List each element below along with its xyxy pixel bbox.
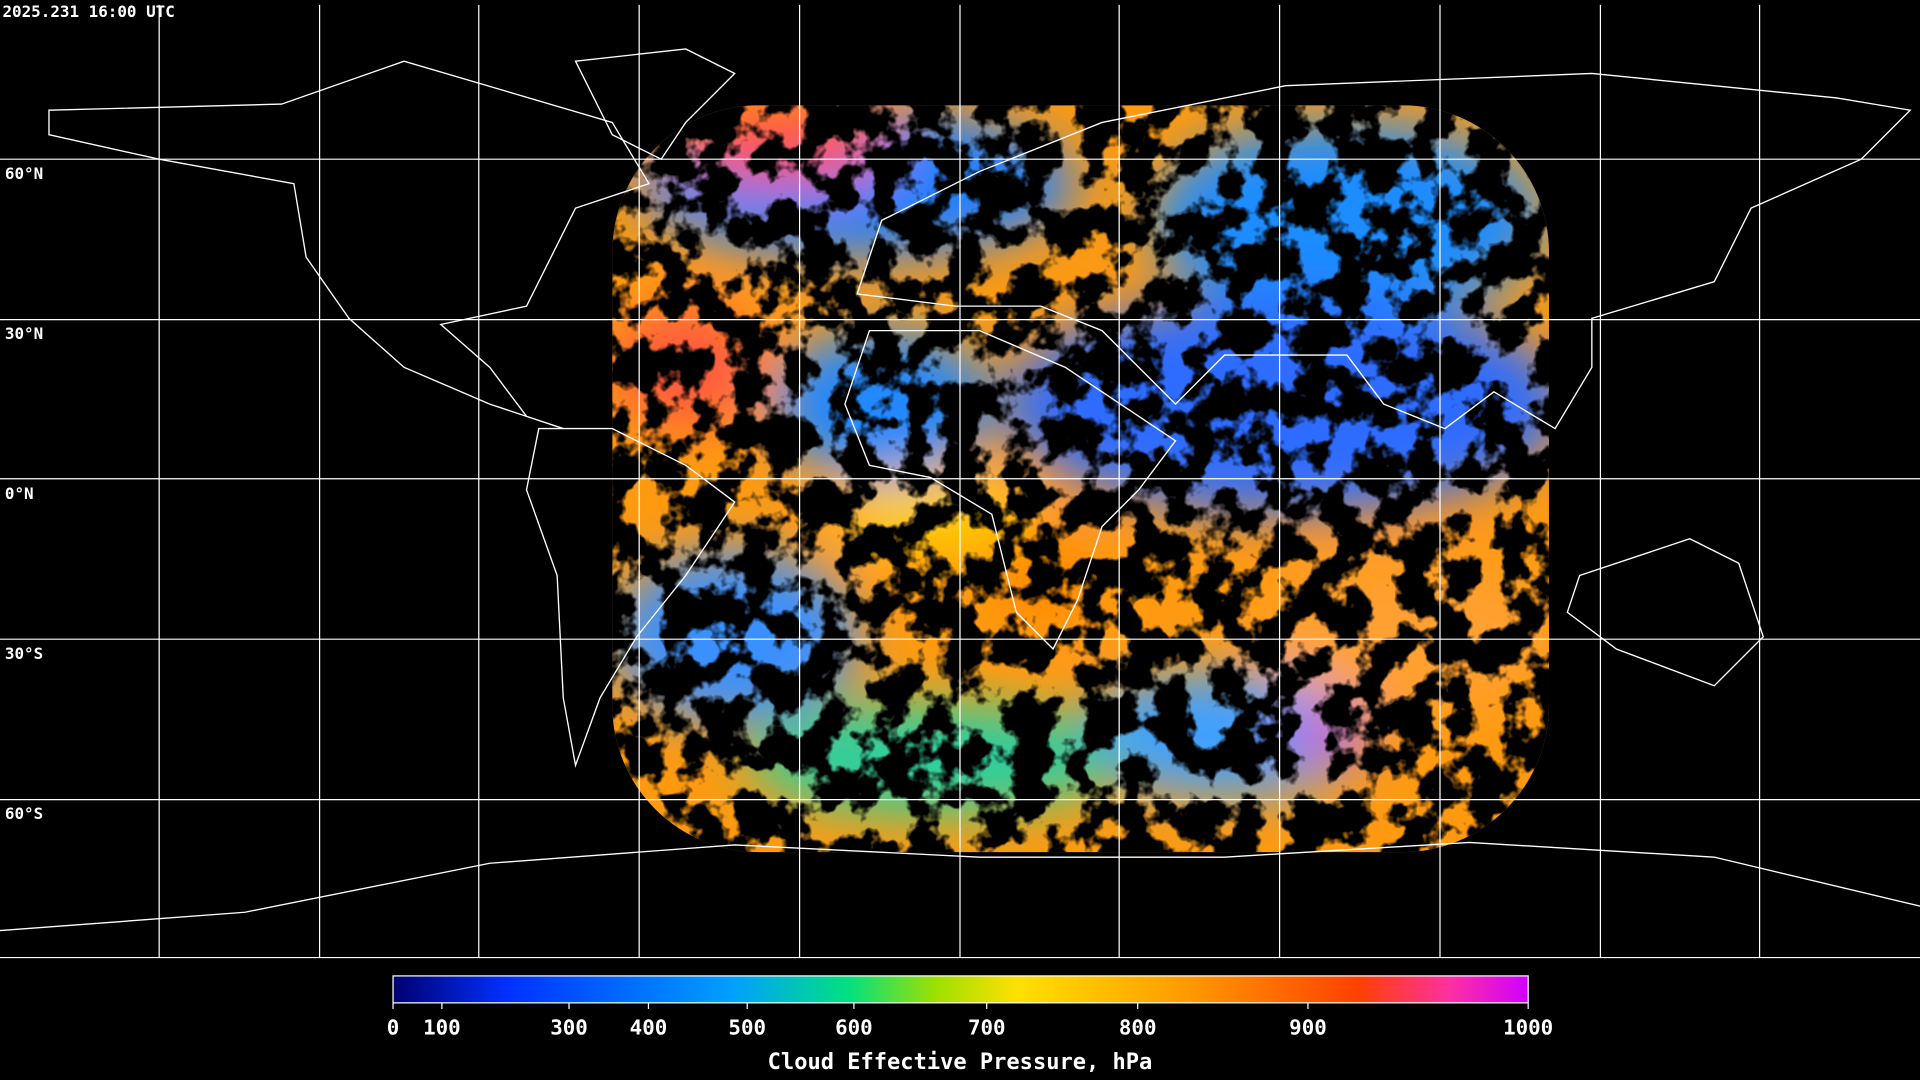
lat-label: 30°S — [5, 644, 43, 663]
colorbar: Cloud Effective Pressure, hPa 0 100 300 400… — [387, 975, 1553, 1075]
graticule — [0, 4, 1920, 959]
lat-label: 60°N — [5, 164, 43, 183]
colorbar-ramp — [392, 975, 1529, 1004]
colorbar-tick-label: 0 — [387, 1016, 400, 1040]
lat-label: 0°N — [5, 484, 34, 503]
colorbar-tick-label: 700 — [968, 1016, 1006, 1040]
coast-africa — [844, 329, 1177, 651]
colorbar-tick-label: 500 — [728, 1016, 766, 1040]
timestamp: 2025.231 16:00 UTC — [2, 2, 174, 21]
colorbar-tick-label: 400 — [630, 1016, 668, 1040]
lat-labels: 60°N 30°N 0°N 30°S 60°S — [5, 164, 43, 823]
coastlines — [0, 48, 1920, 932]
lat-label: 60°S — [5, 804, 43, 823]
colorbar-tick-label: 800 — [1119, 1016, 1157, 1040]
coast-eurasia — [856, 72, 1912, 430]
colorbar-tick-label: 900 — [1289, 1016, 1327, 1040]
coast-north-america — [48, 60, 650, 430]
colorbar-tick-label: 300 — [550, 1016, 588, 1040]
coast-greenland — [574, 48, 736, 161]
coast-australia — [1566, 538, 1765, 687]
coast-antarctica — [0, 841, 1920, 932]
colorbar-label: Cloud Effective Pressure, hPa — [768, 1050, 1153, 1075]
colorbar-tick-label: 100 — [423, 1016, 461, 1040]
colorbar-tick-label: 1000 — [1503, 1016, 1553, 1040]
colorbar-tick-label: 600 — [835, 1016, 873, 1040]
lat-label: 30°N — [5, 324, 43, 343]
coast-south-america — [525, 427, 736, 768]
